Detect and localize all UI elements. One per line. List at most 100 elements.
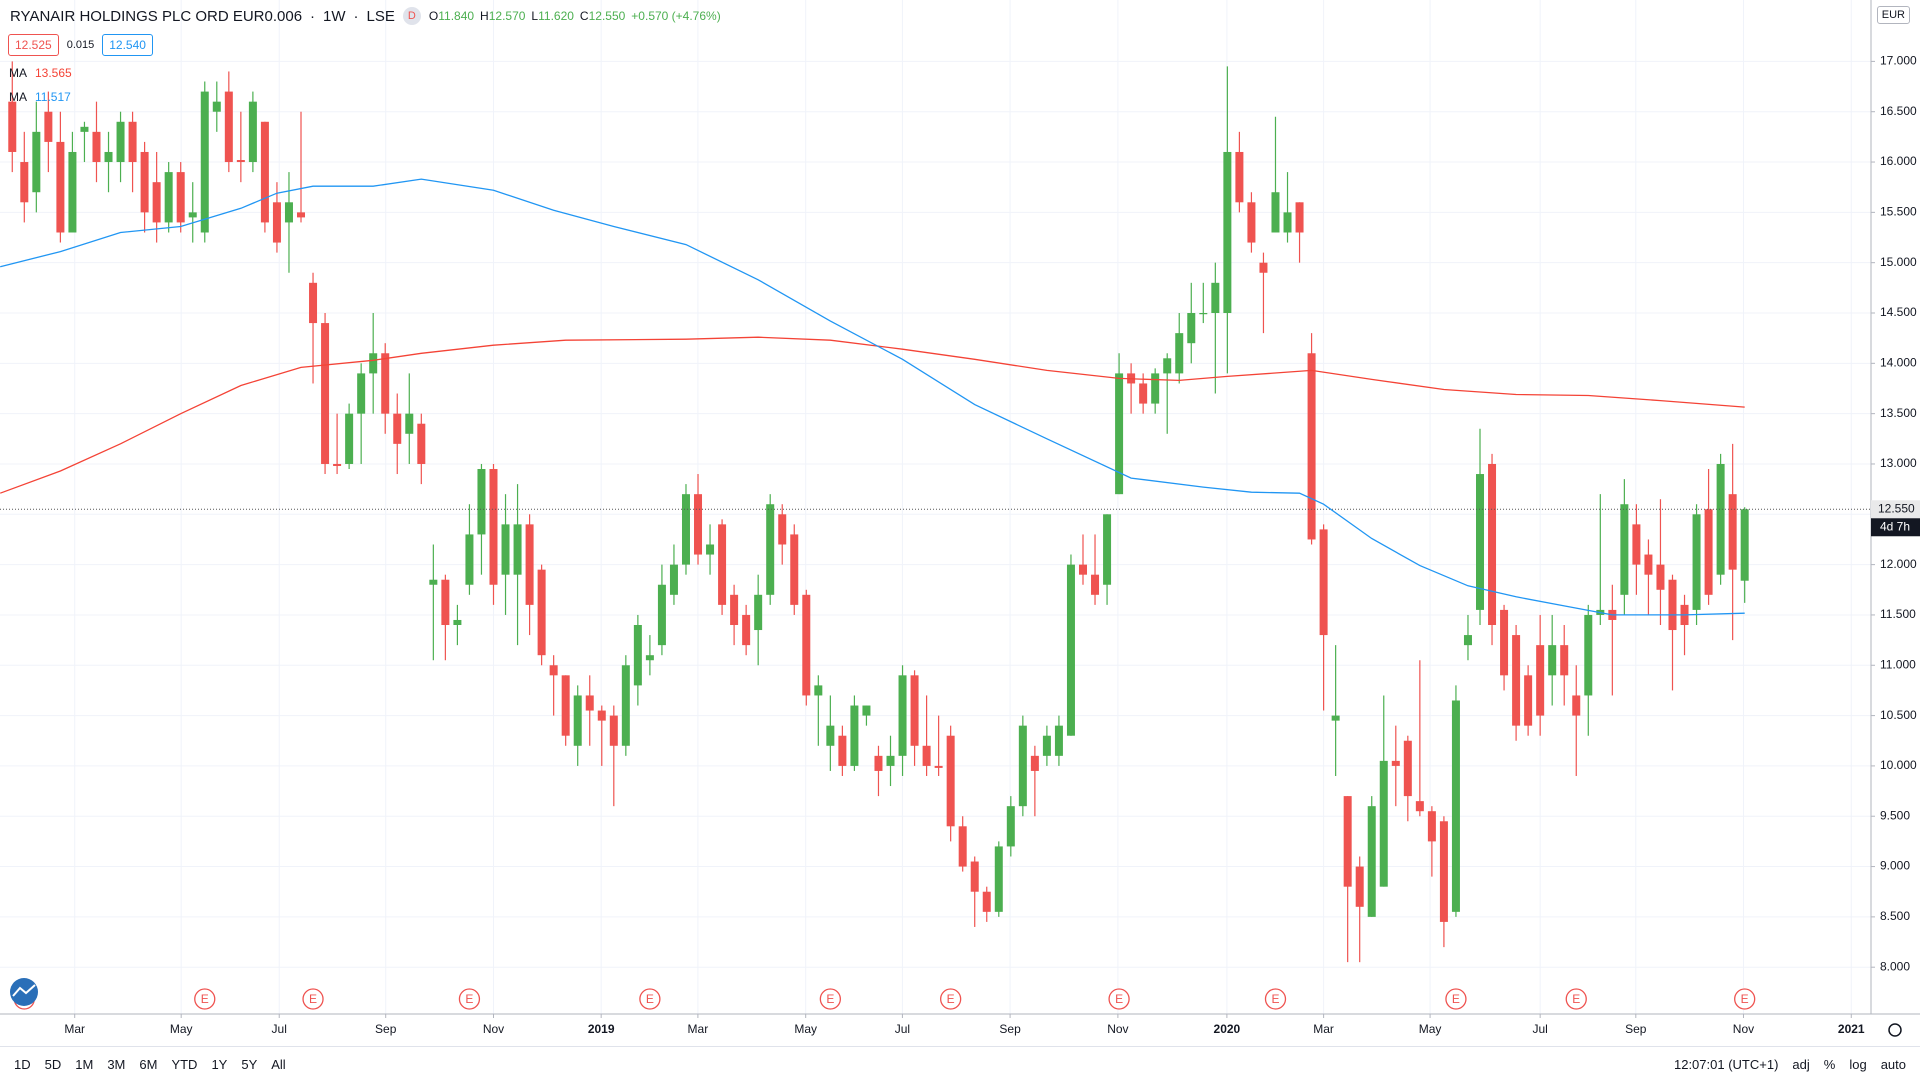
candle-body xyxy=(681,494,690,565)
y-tick-label: 17.000 xyxy=(1880,54,1917,68)
x-tick-label: Nov xyxy=(1733,1022,1754,1036)
candle-body xyxy=(1728,494,1737,570)
y-tick-label: 13.000 xyxy=(1880,456,1917,470)
candle-body xyxy=(188,212,197,218)
ask[interactable]: 12.540 xyxy=(102,34,153,56)
candle-body xyxy=(116,121,125,163)
option-button[interactable]: % xyxy=(1823,1056,1836,1072)
range-button[interactable]: All xyxy=(271,1056,286,1072)
candle-body xyxy=(1632,524,1641,565)
candle-body xyxy=(1656,564,1665,590)
candle-body xyxy=(1584,614,1593,696)
price-label-bg xyxy=(1871,500,1920,519)
y-tick-label: 14.000 xyxy=(1880,356,1917,370)
sep: · xyxy=(353,7,359,25)
candle-body xyxy=(1187,313,1196,344)
candle-body xyxy=(1536,645,1545,716)
ohlc-key: H xyxy=(480,9,489,23)
x-tick-label: Mar xyxy=(688,1022,709,1036)
candle-body xyxy=(1103,514,1112,585)
y-tick-label: 16.500 xyxy=(1880,104,1917,118)
candle-body xyxy=(982,891,991,912)
currency[interactable]: EUR xyxy=(1876,6,1910,24)
candle-body xyxy=(838,735,847,766)
candle-body xyxy=(934,765,943,768)
settings-icon xyxy=(1888,1023,1902,1037)
candle-body xyxy=(1066,564,1075,736)
candle-body xyxy=(706,544,715,555)
candle-body xyxy=(140,151,149,213)
x-tick-label: 2021 xyxy=(1838,1022,1865,1036)
candle-body xyxy=(333,463,342,466)
x-tick-label: May xyxy=(170,1022,193,1036)
candle-body xyxy=(1512,635,1521,726)
range-button[interactable]: 3M xyxy=(107,1056,126,1072)
candle-body xyxy=(1451,700,1460,912)
candle-body xyxy=(465,534,474,585)
earnings-marker xyxy=(194,988,216,1010)
candle-body xyxy=(573,695,582,746)
candle-body xyxy=(1030,755,1039,771)
candle-body xyxy=(922,745,931,766)
countdown: 4d 7h xyxy=(1880,519,1910,533)
candle-body xyxy=(1668,579,1677,631)
earnings-marker xyxy=(819,988,842,1010)
option-button[interactable]: log xyxy=(1849,1056,1867,1072)
candle-body xyxy=(1151,373,1160,404)
option-button[interactable]: auto xyxy=(1880,1056,1906,1072)
ohlc-item: H12.570 xyxy=(480,9,525,23)
candle-body xyxy=(1223,151,1232,314)
candle-body xyxy=(1716,463,1725,575)
x-tick-label: Jul xyxy=(272,1022,287,1036)
candle-body xyxy=(164,172,173,223)
quote: 12.525 0.015 12.540 xyxy=(8,34,153,56)
candle-body xyxy=(260,121,269,223)
candle-body xyxy=(1692,514,1701,610)
earnings-label: E xyxy=(1741,992,1749,1006)
option-button[interactable]: adj xyxy=(1792,1056,1810,1072)
x-tick-label: 2019 xyxy=(588,1022,615,1036)
candle-body xyxy=(1307,353,1316,540)
candle-body xyxy=(248,101,257,163)
candle-body xyxy=(898,675,907,756)
range-button[interactable]: 5D xyxy=(44,1056,62,1072)
y-tick-label: 13.500 xyxy=(1880,406,1917,420)
ma-name: MA xyxy=(9,90,27,104)
candle-body xyxy=(104,151,113,163)
candle-body xyxy=(236,160,245,163)
candle-body xyxy=(694,494,703,555)
bid[interactable]: 12.525 xyxy=(8,34,59,56)
candle-body xyxy=(441,579,450,626)
change: +0.570 (+4.76%) xyxy=(631,9,721,23)
range-button[interactable]: 1M xyxy=(75,1056,94,1072)
range-button[interactable]: 5Y xyxy=(241,1056,258,1072)
y-tick-label: 11.000 xyxy=(1880,657,1916,671)
candle-body xyxy=(1403,740,1412,797)
candle-body xyxy=(501,524,510,575)
earnings-marker xyxy=(1108,988,1130,1010)
interval[interactable]: 1W xyxy=(323,7,346,25)
candle-body xyxy=(742,614,751,646)
candle-body xyxy=(128,121,137,163)
range-button[interactable]: 6M xyxy=(139,1056,158,1072)
candle-body xyxy=(754,594,763,631)
grid xyxy=(0,0,1871,1014)
candle-body xyxy=(1463,635,1472,646)
ohlc-item: C12.550 xyxy=(580,9,625,23)
y-tick-label: 11.500 xyxy=(1880,607,1916,621)
ohlc-value: 12.550 xyxy=(588,9,626,23)
candle-body xyxy=(513,524,522,575)
candle-body xyxy=(1620,504,1629,595)
candle-body xyxy=(477,469,486,535)
range-button[interactable]: YTD xyxy=(171,1056,198,1072)
y-tick-label: 9.000 xyxy=(1880,859,1910,873)
candle-body xyxy=(862,705,871,716)
x-tick-label: 2020 xyxy=(1214,1022,1241,1036)
range-button[interactable]: 1Y xyxy=(211,1056,228,1072)
ma-value: 11.517 xyxy=(35,90,71,104)
symbol-title[interactable]: RYANAIR HOLDINGS PLC ORD EUR0.006 xyxy=(10,7,303,25)
earnings-label: E xyxy=(1452,992,1460,1006)
range-button[interactable]: 1D xyxy=(14,1056,31,1072)
candle-body xyxy=(1091,574,1100,595)
candle-body xyxy=(1235,151,1244,203)
